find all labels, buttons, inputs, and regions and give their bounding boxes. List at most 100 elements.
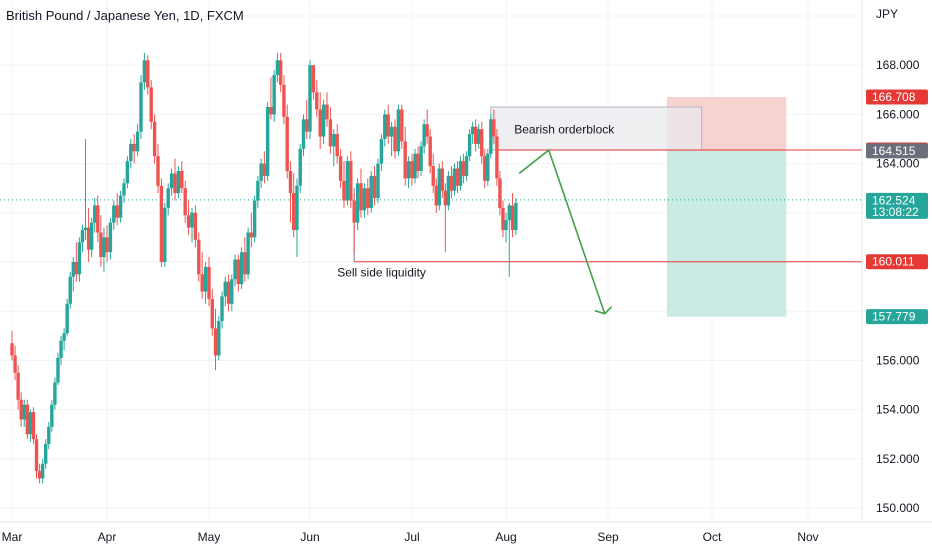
- candle-body: [200, 274, 204, 292]
- candle-body: [369, 175, 373, 208]
- candle-body: [359, 183, 363, 211]
- currency-label: JPY: [876, 7, 898, 21]
- candle-body: [486, 153, 490, 181]
- price-badge-label: 160.011: [872, 255, 915, 269]
- candle-body: [230, 279, 234, 304]
- candle-body: [259, 163, 263, 181]
- candle-body: [71, 262, 75, 277]
- price-badge-label: 166.708: [872, 90, 916, 104]
- price-badge-label: 164.515: [872, 144, 916, 158]
- candle-body: [437, 168, 441, 206]
- candle-body: [34, 439, 39, 472]
- candle-body: [440, 168, 445, 191]
- candle-body: [86, 227, 91, 250]
- candle-body: [413, 153, 417, 179]
- candle-body: [455, 168, 460, 186]
- price-tick-label: 152.000: [876, 452, 920, 466]
- candle-body: [25, 404, 30, 435]
- candle-body: [115, 205, 119, 218]
- candle-body: [288, 170, 293, 194]
- candle-body: [311, 65, 316, 93]
- candle-body: [386, 114, 390, 137]
- candle-body: [473, 126, 478, 144]
- price-badge: [866, 143, 928, 159]
- candle-body: [366, 188, 370, 208]
- candle-body: [149, 87, 153, 122]
- candle-body: [213, 328, 218, 356]
- candle-body: [31, 412, 36, 440]
- candle-body: [292, 193, 296, 231]
- candle-body: [129, 143, 133, 162]
- candle-body: [428, 136, 432, 167]
- candle-body: [510, 205, 515, 231]
- price-tick-label: 154.000: [876, 403, 920, 417]
- candle-body: [501, 207, 505, 231]
- candle-body: [246, 232, 250, 275]
- candle-body: [220, 296, 224, 322]
- time-tick-label: Jun: [300, 530, 319, 544]
- candle-body: [77, 242, 82, 275]
- candle-body: [223, 281, 227, 297]
- candle-body: [295, 185, 299, 231]
- candle-body: [243, 252, 247, 275]
- candle-body: [190, 212, 194, 228]
- candle-body: [68, 276, 72, 304]
- candle-body: [252, 200, 257, 238]
- candle-body: [321, 104, 326, 137]
- candle-body: [504, 220, 508, 231]
- candle-body: [443, 190, 448, 206]
- candle-body: [22, 404, 26, 420]
- candle-body: [102, 237, 106, 258]
- candle-body: [96, 205, 100, 233]
- candle-body: [169, 173, 174, 189]
- drawings: Bearish orderblock Sell side liquidity: [337, 123, 615, 315]
- price-badge-label: 162.524: [872, 193, 916, 207]
- candle-body: [355, 183, 360, 223]
- projection-arrow: [518, 148, 606, 314]
- candle-body: [99, 232, 103, 258]
- orderblock-label: Bearish orderblock: [514, 123, 615, 137]
- candle-body: [93, 205, 97, 223]
- candle-body: [325, 104, 329, 120]
- candle-body: [13, 355, 17, 373]
- candle-body: [108, 222, 113, 253]
- candle-body: [89, 222, 94, 250]
- candle-body: [278, 60, 283, 85]
- candle-body: [492, 119, 496, 137]
- liquidity-label: Sell side liquidity: [337, 266, 426, 280]
- candle-body: [210, 298, 214, 329]
- candle-body: [301, 119, 306, 149]
- price-badge: [866, 192, 928, 219]
- candle-body: [483, 156, 487, 181]
- candle-body: [146, 60, 150, 88]
- price-badge: [866, 89, 928, 105]
- candle-body: [400, 109, 404, 142]
- candle-body: [362, 188, 367, 211]
- candle-body: [176, 170, 181, 194]
- candle-body: [308, 65, 312, 132]
- candle-body: [372, 175, 377, 199]
- candle-body: [10, 343, 14, 356]
- candle-body: [446, 175, 451, 206]
- time-tick-label: Oct: [703, 530, 722, 544]
- candle-body: [467, 134, 472, 157]
- candle-body: [332, 134, 336, 147]
- candle-body: [159, 185, 164, 262]
- candle-body: [47, 426, 51, 445]
- candle-body: [489, 119, 493, 154]
- candle-body: [431, 166, 435, 186]
- candle-body: [335, 134, 339, 157]
- candle-body: [425, 124, 429, 137]
- time-tick-label: Sep: [597, 530, 619, 544]
- candle-body: [495, 136, 499, 179]
- arrow-head: [594, 306, 613, 315]
- candle-body: [233, 259, 237, 280]
- candle-body: [37, 471, 42, 479]
- candle-body: [142, 60, 147, 83]
- candle-body: [197, 239, 201, 275]
- candle-body: [56, 357, 60, 383]
- candle-body: [470, 126, 475, 135]
- trade-zones: [0, 96, 862, 317]
- candle-body: [403, 141, 407, 179]
